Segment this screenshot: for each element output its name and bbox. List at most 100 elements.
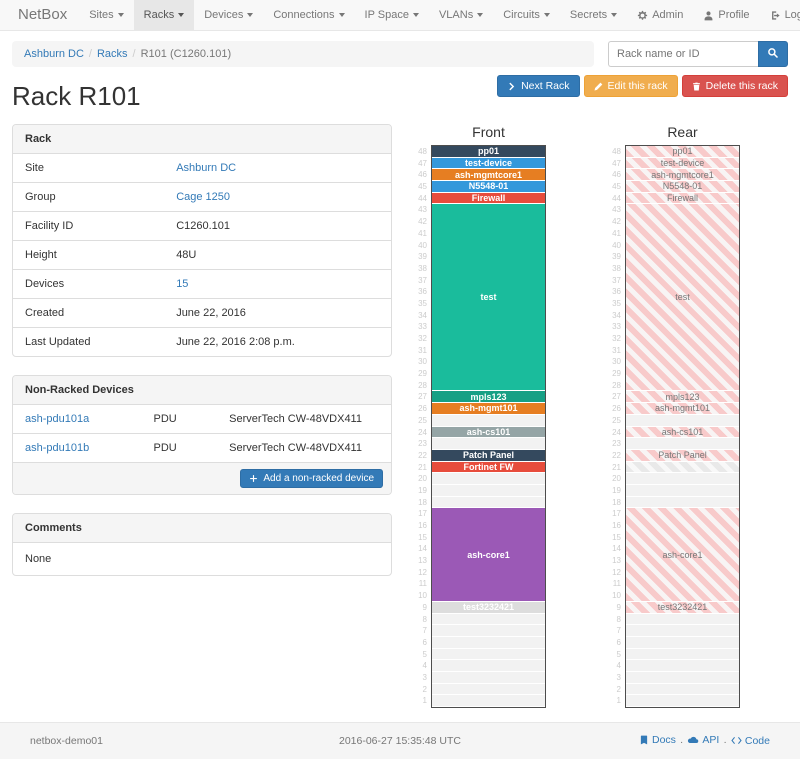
rack-device-test-device[interactable]: test-device [432,157,545,170]
next-rack-button[interactable]: Next Rack [497,75,580,97]
unit-number: 16 [418,521,427,530]
search-button[interactable] [758,41,788,67]
rack-device-ash-core1[interactable]: ash-core1 [626,508,739,602]
unit-number: 40 [612,240,621,250]
breadcrumb-item[interactable]: Ashburn DC [24,48,84,60]
nav-item-admin[interactable]: Admin [627,0,693,30]
rack-device-ash-mgmtcore1[interactable]: ash-mgmtcore1 [432,169,545,182]
rack-device-test[interactable]: test [432,204,545,392]
delete-rack-button[interactable]: Delete this rack [681,75,788,97]
unit-number: 35 [418,298,427,308]
rack-device-test3232421[interactable]: test3232421 [626,601,739,614]
rack-device-fortinet-fw[interactable]: Fortinet FW [432,461,545,474]
brand-logo[interactable]: NetBox [18,6,68,23]
caret-down-icon [477,13,484,17]
unit-number: 7 [616,626,621,636]
footer-link-docs[interactable]: Docs [639,734,676,746]
rack-device-mpls123[interactable]: mpls123 [626,391,739,404]
attribute-value-text[interactable]: Ashburn DC [176,162,237,174]
rack-device-firewall[interactable]: Firewall [626,192,739,205]
attribute-value: 15 [164,269,391,299]
attribute-label: Created [13,298,165,328]
device-name-link[interactable]: ash-pdu101b [25,442,90,454]
rack-device-test-device[interactable]: test-device [626,157,739,170]
rack-device-test[interactable]: test [626,204,739,392]
unit-number: 4 [616,661,621,671]
unit-number: 43 [418,205,427,215]
attribute-value-text[interactable]: 15 [176,278,189,290]
rack-device-ash-core1[interactable]: ash-core1 [432,508,545,602]
nav-item-connections[interactable]: Connections [263,0,354,30]
unit-number: 31 [612,345,621,355]
unit-number: 5 [422,649,427,659]
rack-device-patch-panel[interactable]: Patch Panel [432,449,545,462]
nav-item-label: Sites [89,9,114,21]
rack-device-label: N5548-01 [468,181,509,192]
add-nonracked-device-button[interactable]: Add a non-racked device [240,469,383,488]
nonracked-device-row: ash-pdu101b PDU ServerTech CW-48VDX411 [13,433,391,462]
nav-item-log-out[interactable]: Log out [760,0,800,30]
rack-device-pp01[interactable]: pp01 [432,146,545,158]
nav-item-profile[interactable]: Profile [693,0,759,30]
unit-number: 44 [418,193,427,203]
unit-number: 42 [612,217,621,227]
rack-device-ash-cs101[interactable]: ash-cs101 [432,426,545,439]
rack-unit-empty [432,473,545,485]
edit-rack-button[interactable]: Edit this rack [583,75,678,97]
rack-device-n5548-01[interactable]: N5548-01 [626,181,739,193]
caret-down-icon [178,13,185,17]
rack-device-label: mpls123 [665,391,700,402]
nav-item-devices[interactable]: Devices [194,0,263,30]
footer-link-api[interactable]: API [687,734,719,746]
rack-device-ash-mgmt101[interactable]: ash-mgmt101 [626,403,739,415]
unit-number: 26 [418,404,427,414]
unit-number: 27 [612,392,621,402]
rack-device-ash-mgmtcore1[interactable]: ash-mgmtcore1 [626,169,739,182]
attribute-value: Ashburn DC [164,154,391,183]
unit-number: 29 [418,369,427,379]
unit-number: 30 [612,357,621,367]
rack-device-mpls123[interactable]: mpls123 [432,391,545,404]
nav-item-ip-space[interactable]: IP Space [355,0,429,30]
footer-link-code[interactable]: Code [731,735,770,747]
rack-attribute-row: Height 48U [13,240,391,270]
rack-device-pp01[interactable]: pp01 [626,146,739,158]
rack-device-firewall[interactable]: Firewall [432,192,545,205]
rack-device-label: Fortinet FW [463,461,514,472]
nav-item-sites[interactable]: Sites [79,0,133,30]
unit-number: 9 [422,602,427,612]
unit-number: 28 [418,380,427,390]
unit-number: 19 [612,485,621,495]
attribute-value: June 22, 2016 2:08 p.m. [164,327,391,356]
unit-number: 38 [612,263,621,273]
rack-rear-unit-numbers: 48 47 46 45 44 43 42 41 40 39 38 37 36 35 34 33 32 31 30 29… [610,145,625,708]
nav-item-racks[interactable]: Racks [133,0,195,30]
nonracked-devices-table: ash-pdu101a PDU ServerTech CW-48VDX411 ash-… [13,405,391,462]
footer-link-separator: · [723,736,727,748]
rack-device-test3232421[interactable]: test3232421 [432,601,545,614]
page-header: Rack R101 Next Rack Edit this rack Delete … [12,75,788,122]
rack-device-patch-panel[interactable]: Patch Panel [626,449,739,462]
rack-device-label: N5548-01 [662,181,703,192]
edit-rack-button-label: Edit this rack [607,80,668,92]
attribute-value-text[interactable]: Cage 1250 [176,191,231,203]
rack-device-label: test-device [464,158,513,169]
rack-device-unnamed[interactable] [626,461,739,474]
nav-item-vlans[interactable]: VLANs [429,0,493,30]
rack-device-n5548-01[interactable]: N5548-01 [432,181,545,193]
unit-number: 35 [612,298,621,308]
footer-link-label: API [702,734,720,746]
rack-device-label: test-device [660,158,705,169]
device-name-link[interactable]: ash-pdu101a [25,413,90,425]
pencil-icon [594,82,603,91]
unit-number: 37 [418,275,427,285]
unit-number: 8 [616,614,621,624]
next-rack-button-label: Next Rack [521,80,570,92]
nav-item-circuits[interactable]: Circuits [493,0,560,30]
breadcrumb-item[interactable]: Racks [96,48,128,60]
nav-item-secrets[interactable]: Secrets [560,0,627,30]
rack-device-ash-cs101[interactable]: ash-cs101 [626,426,739,439]
device-role-cell: PDU [141,433,218,462]
rack-device-ash-mgmt101[interactable]: ash-mgmt101 [432,403,545,415]
search-input[interactable] [608,41,758,67]
